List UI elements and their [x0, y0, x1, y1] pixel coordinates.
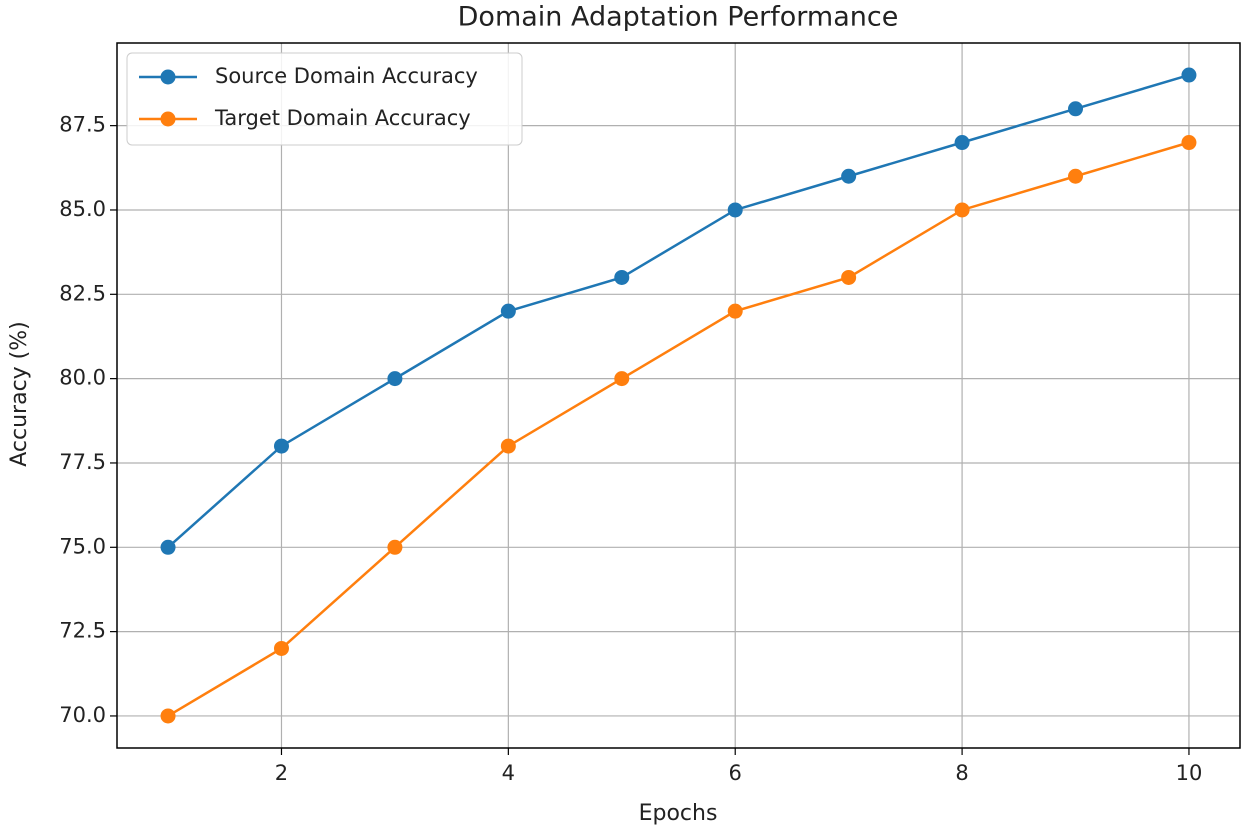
data-point — [387, 371, 403, 387]
data-point — [954, 202, 970, 218]
data-point — [500, 303, 516, 319]
y-tick-label: 87.5 — [59, 113, 106, 137]
data-point — [954, 135, 970, 151]
y-tick-label: 77.5 — [59, 450, 106, 474]
x-tick-label: 10 — [1176, 761, 1203, 785]
y-tick-label: 80.0 — [59, 366, 106, 390]
data-point — [841, 269, 857, 285]
y-tick-label: 82.5 — [59, 281, 106, 305]
data-point — [1181, 135, 1197, 151]
series-line — [167, 73, 1190, 549]
data-point — [500, 438, 516, 454]
data-point — [614, 371, 630, 387]
data-point — [160, 708, 176, 724]
plot-frame — [116, 42, 1241, 749]
data-point — [1181, 67, 1197, 83]
data-point — [1068, 168, 1084, 184]
y-tick-label: 70.0 — [59, 703, 106, 727]
data-point — [273, 640, 289, 656]
x-tick-label: 4 — [502, 761, 515, 785]
legend-marker — [160, 111, 176, 127]
chart-title: Domain Adaptation Performance — [458, 2, 899, 33]
x-tick-label: 6 — [729, 761, 742, 785]
legend-box — [126, 52, 523, 146]
data-point — [273, 438, 289, 454]
y-axis-label: Accuracy (%) — [7, 321, 32, 467]
data-point — [1068, 101, 1084, 117]
data-point — [160, 539, 176, 555]
series-line — [167, 141, 1190, 718]
y-tick-label: 75.0 — [59, 534, 106, 558]
x-tick-label: 8 — [955, 761, 968, 785]
y-tick-label: 72.5 — [59, 619, 106, 643]
data-point — [727, 303, 743, 319]
y-tick-label: 85.0 — [59, 197, 106, 221]
data-point — [841, 168, 857, 184]
legend-label: Target Domain Accuracy — [214, 106, 471, 130]
x-axis-label: Epochs — [639, 801, 718, 826]
legend-marker — [160, 69, 176, 85]
data-point — [727, 202, 743, 218]
data-point — [614, 269, 630, 285]
x-tick-label: 2 — [275, 761, 288, 785]
data-point — [387, 539, 403, 555]
legend-label: Source Domain Accuracy — [215, 64, 478, 88]
